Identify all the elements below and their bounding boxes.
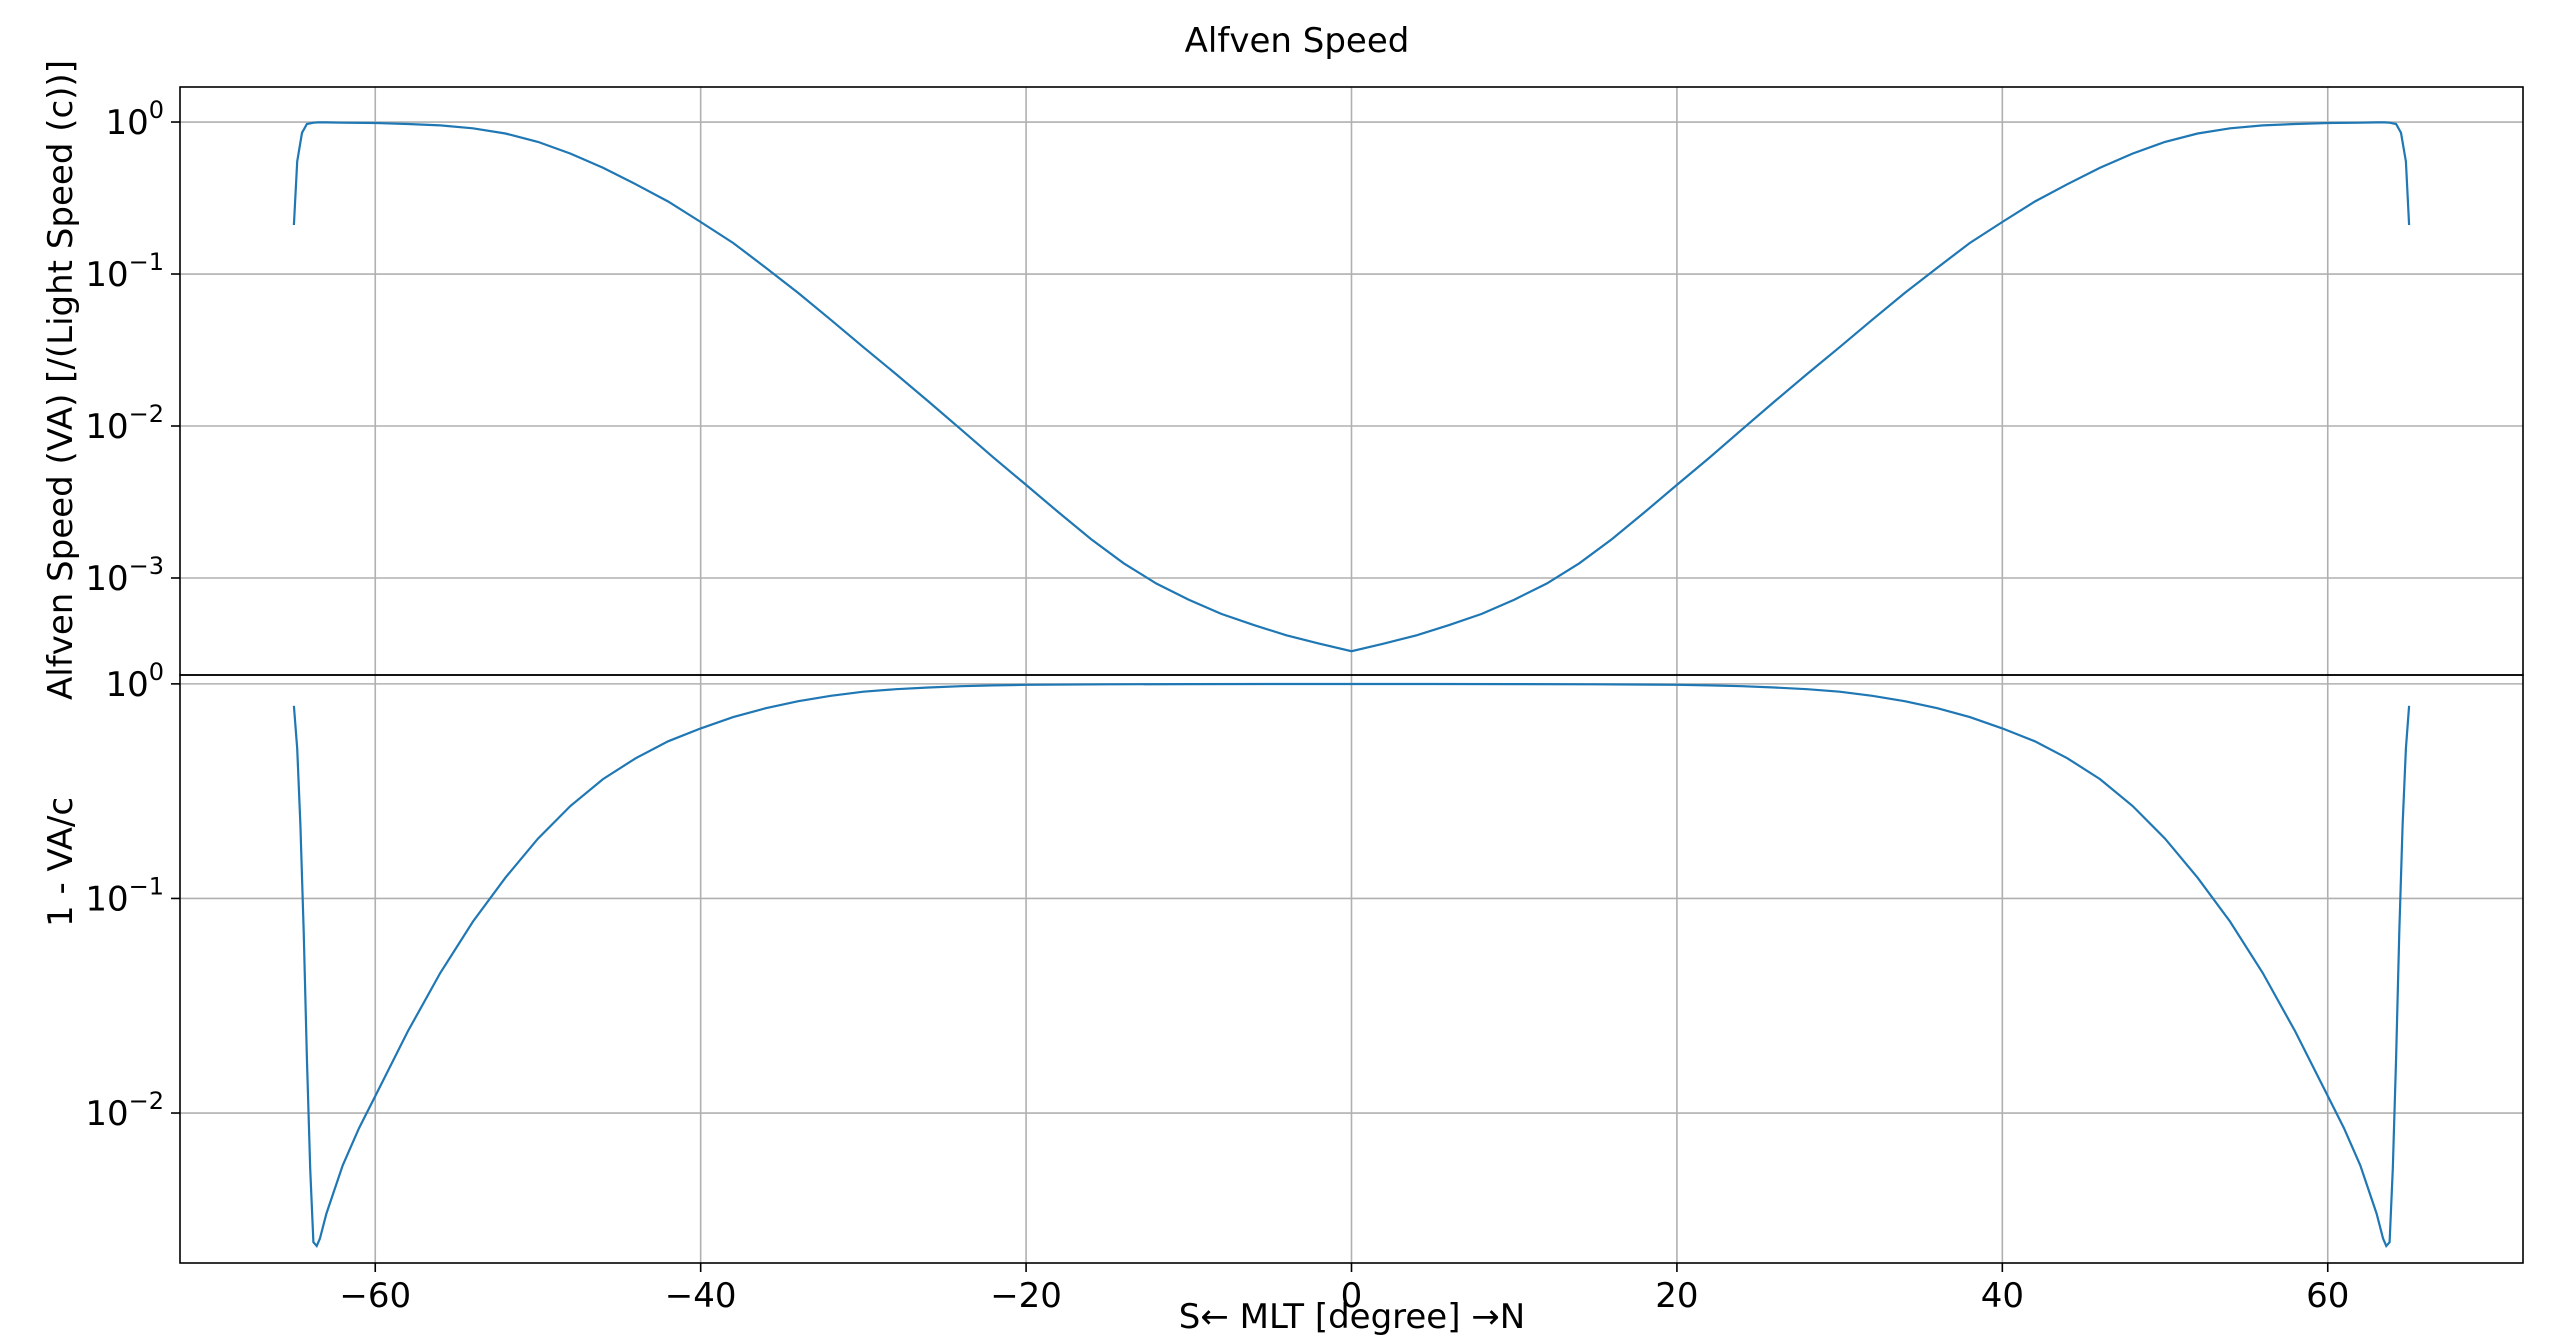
bottom-panel-y-ticks: 100 10−1 10−2 — [85, 658, 180, 1134]
y-tick-label: 10−2 — [85, 400, 164, 447]
x-tick-label: −60 — [339, 1276, 411, 1316]
y-tick-label: 10−3 — [85, 552, 164, 599]
bottom-panel-y-axis-label: 1 - VA/c — [41, 797, 81, 927]
top-panel-grid — [180, 87, 2523, 675]
y-tick-label: 10−1 — [85, 248, 164, 295]
y-tick-label: 10−1 — [85, 872, 164, 919]
x-tick-label: 0 — [1341, 1276, 1363, 1316]
x-tick-label: 60 — [2306, 1276, 2349, 1316]
x-tick-label: 20 — [1655, 1276, 1698, 1316]
top-panel-y-axis-label: Alfven Speed (VA) [/(Light Speed (c))] — [41, 60, 81, 700]
x-tick-label: −20 — [990, 1276, 1062, 1316]
y-tick-label: 10−2 — [85, 1087, 164, 1134]
y-tick-label: 100 — [105, 658, 164, 705]
bottom-panel-grid — [180, 675, 2523, 1263]
chart-title: Alfven Speed — [1185, 21, 1410, 61]
x-axis-label: S← MLT [degree] →N — [1179, 1297, 1525, 1335]
x-ticks: −60 −40 −20 0 20 40 60 — [339, 1263, 2349, 1316]
bottom-panel-series-line — [292, 682, 2411, 1249]
x-tick-label: 40 — [1981, 1276, 2024, 1316]
x-tick-label: −40 — [665, 1276, 737, 1316]
top-panel-y-ticks: 100 10−1 10−2 10−3 — [85, 96, 180, 599]
top-panel-series-line — [292, 121, 2411, 653]
y-tick-label: 100 — [105, 96, 164, 143]
